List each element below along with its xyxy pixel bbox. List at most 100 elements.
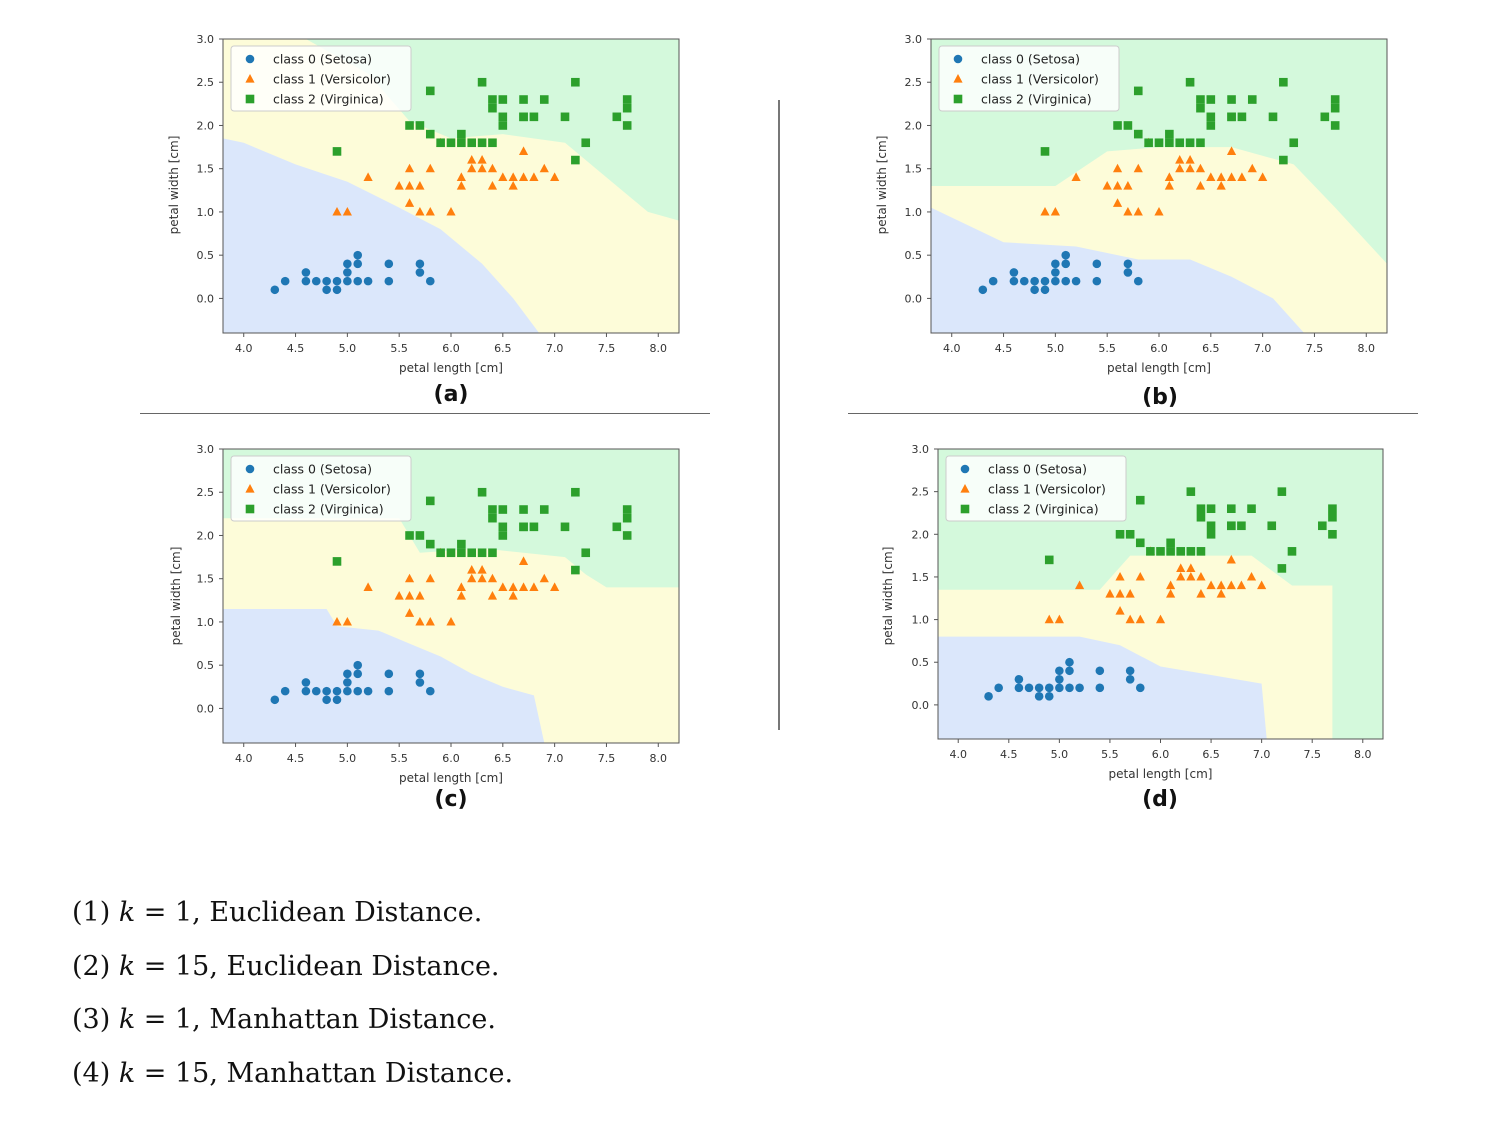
chart-b-point-class1 (1102, 181, 1112, 190)
chart-a-point-class2 (581, 138, 591, 148)
chart-b-point-class2 (1196, 95, 1205, 104)
chart-b-xtick-label: 8.0 (1358, 342, 1376, 355)
chart-b-ytick-label: 1.0 (905, 206, 923, 219)
chart-a-point-class0 (343, 276, 352, 286)
chart-c-point-class2 (622, 505, 632, 514)
chart-b-point-class1 (1206, 172, 1216, 181)
chart-a-point-class2 (488, 95, 497, 104)
chart-a-point-class0 (301, 268, 311, 277)
chart-b-point-class1 (1226, 146, 1237, 156)
chart-c-point-class1 (518, 556, 529, 566)
chart-a-point-class1 (404, 163, 415, 173)
chart-b-point-class2 (1196, 138, 1205, 148)
chart-a-point-class1 (332, 206, 342, 216)
chart-c-point-class0 (384, 686, 394, 696)
chart-b-point-class1 (1133, 206, 1143, 216)
chart-d-point-class2 (1115, 529, 1125, 539)
chart-a-point-class0 (343, 268, 352, 277)
chart-b-point-class2 (1330, 121, 1340, 130)
chart-d-point-class2 (1226, 521, 1236, 531)
chart-b-legend-marker-class1 (953, 74, 963, 83)
chart-b-point-class2 (1144, 138, 1153, 148)
chart-a-legend (230, 45, 412, 112)
chart-c-ytick-label: 3.0 (197, 443, 215, 456)
chart-b-xtick-label: 7.5 (1306, 342, 1324, 355)
chart-b-point-class0 (1092, 276, 1102, 286)
chart-d-point-class2 (1318, 521, 1327, 531)
chart-d-legend-label-class2: class 2 (Virginica) (988, 502, 1099, 517)
chart-a-xlabel: petal length [cm] (399, 361, 503, 375)
chart-a-point-class1 (487, 163, 498, 173)
chart-b-point-class2 (1196, 103, 1205, 113)
chart-b-point-class1 (1164, 172, 1174, 181)
chart-d-point-class0 (1034, 683, 1044, 693)
chart-b-point-class2 (1133, 129, 1143, 139)
chart-d-xtick-label: 7.0 (1253, 748, 1271, 761)
chart-b-point-class2 (1268, 112, 1278, 122)
chart-a-point-class1 (477, 155, 487, 164)
chart-a-point-class2 (488, 138, 497, 148)
chart-c-point-class2 (457, 539, 466, 549)
chart-d-point-class1 (1216, 589, 1226, 598)
chart-a-point-class0 (353, 250, 363, 260)
chart-a-point-class1 (456, 181, 466, 190)
option-3: (3) k = 1, Manhattan Distance. (72, 1004, 496, 1035)
chart-a-point-class2 (457, 129, 466, 139)
chart-d-point-class1 (1196, 571, 1206, 581)
chart-d-point-class1 (1115, 589, 1125, 598)
chart-a-point-class0 (322, 276, 331, 286)
chart-a-point-class2 (498, 112, 508, 122)
chart-b-point-class0 (1061, 276, 1071, 286)
chart-b-point-class1 (1195, 181, 1206, 190)
chart-c-legend-marker-class2 (245, 504, 255, 514)
chart-c-point-class1 (456, 582, 466, 591)
chart-c-ytick-label: 1.0 (197, 616, 215, 629)
chart-d-point-class1 (1125, 589, 1135, 598)
chart-c-svg: 4.0 4.5 5.0 5.5 6.0 6.5 7.0 7.5 8.0 0.0 0.5 1.0 1.5 2… (169, 443, 680, 785)
chart-c-ylabel: petal width [cm] (169, 547, 183, 646)
chart-c-point-class2 (477, 548, 487, 558)
chart-a-legend-marker-class1 (245, 74, 255, 83)
chart-d-point-class0 (1055, 666, 1064, 676)
chart-d-ytick-label: 1.5 (912, 571, 930, 584)
divider-right (848, 413, 1418, 414)
chart-b-point-class1 (1247, 163, 1257, 173)
chart-a-point-class0 (353, 276, 363, 286)
chart-c-legend (230, 455, 412, 522)
chart-d-xtick-label: 4.0 (949, 748, 967, 761)
chart-a-point-class2 (405, 121, 414, 130)
chart-b-point-class0 (1071, 276, 1081, 286)
chart-b-point-class1 (1112, 198, 1123, 207)
chart-b-point-class2 (1040, 147, 1050, 156)
chart-c-point-class2 (581, 548, 591, 558)
chart-c-point-class1 (467, 565, 477, 574)
chart-a-point-class0 (425, 276, 435, 286)
chart-b-svg: 4.0 4.5 5.0 5.5 6.0 6.5 7.0 7.5 8.0 0.0 0.5 1.0 1.5 2… (875, 33, 1388, 375)
chart-b-ytick-label: 2.5 (905, 76, 923, 89)
chart-c-point-class0 (415, 669, 425, 679)
chart-d-point-class0 (1125, 666, 1135, 676)
chart-d-point-class1 (1044, 614, 1054, 624)
option-1: (1) k = 1, Euclidean Distance. (72, 897, 483, 928)
chart-a-point-class1 (394, 181, 404, 190)
chart-c-point-class1 (539, 573, 549, 583)
chart-b-point-class2 (1279, 77, 1288, 87)
chart-a-xtick-label: 6.5 (494, 342, 512, 355)
chart-d-point-class2 (1267, 521, 1277, 531)
chart-d-point-class0 (1034, 692, 1044, 701)
chart-a-point-class1 (425, 163, 435, 173)
chart-c-point-class2 (519, 522, 528, 532)
chart-b-point-class1 (1154, 206, 1164, 216)
chart-b-point-class0 (1061, 259, 1071, 269)
chart-c-point-class1 (477, 565, 487, 574)
chart-a-point-class2 (498, 95, 508, 104)
chart-a-point-class1 (498, 172, 508, 181)
chart-b-legend-marker-class0 (953, 54, 963, 64)
chart-d-point-class0 (1065, 657, 1074, 667)
chart-c-point-class0 (322, 695, 331, 705)
chart-a-xtick-label: 8.0 (650, 342, 668, 355)
chart-b-point-class2 (1165, 129, 1174, 139)
chart-b-point-class0 (1030, 276, 1039, 286)
chart-b-xtick-label: 5.0 (1047, 342, 1065, 355)
chart-a-xtick-label: 6.0 (442, 342, 460, 355)
